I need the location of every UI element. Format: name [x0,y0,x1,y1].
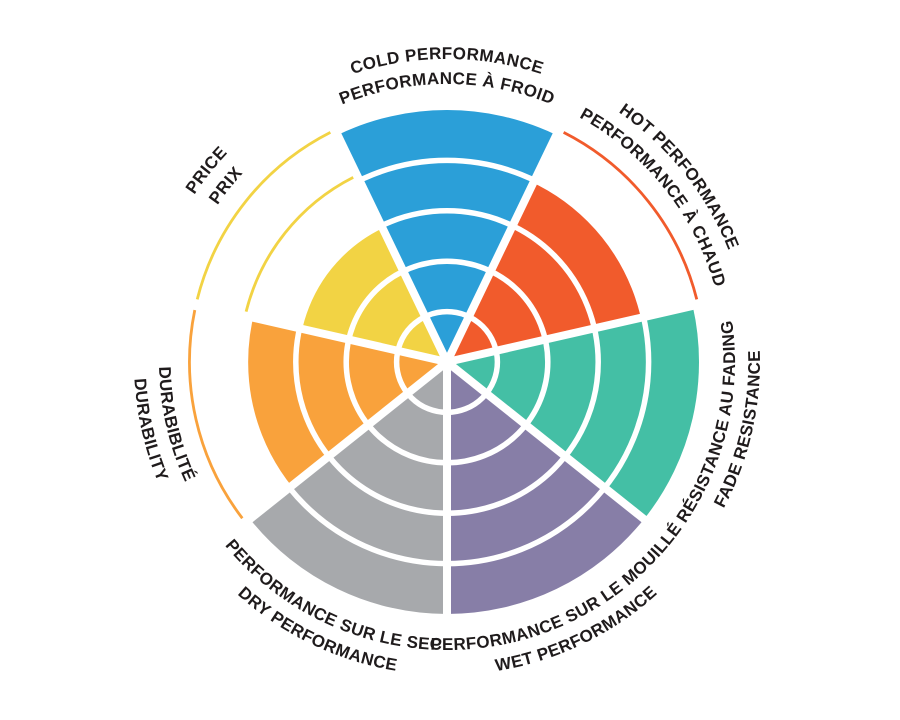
sector-divider [444,358,656,530]
wedge-fade-resistance [447,305,699,520]
segment-label-cold-performance-line2: PERFORMANCE À FROID [337,69,558,108]
level-marker-arc-price-l5 [195,131,332,300]
level-marker-arc-price-l4 [244,176,354,312]
segment-label-text-hot-performance-line1: HOT PERFORMANCE [616,100,742,252]
wedge-cold-performance [337,110,557,362]
sector-divider [446,299,705,366]
sector-divider [329,123,451,364]
segment-label-hot-performance-line1: HOT PERFORMANCE [616,100,743,252]
wedge-dry-performance [249,362,447,614]
sector-divider [238,358,450,530]
sector-divider [443,123,565,364]
wedge-wet-performance [447,362,645,614]
segment-label-text-cold-performance-line2: PERFORMANCE À FROID [337,69,558,108]
level-marker-arc-durability-l5 [188,309,244,520]
sector-divider [189,299,448,366]
level-marker-arc-hot-performance-l5 [562,131,699,300]
